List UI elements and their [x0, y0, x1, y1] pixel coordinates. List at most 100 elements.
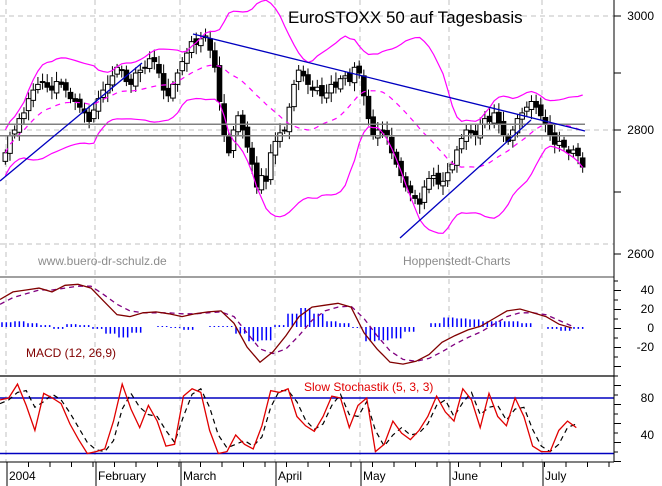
x-label-2004: 2004	[9, 469, 36, 483]
candle-up	[7, 135, 13, 154]
y-tick-stoch-80: 80	[640, 391, 654, 405]
macd-panel	[0, 283, 584, 365]
candle-up	[454, 149, 460, 166]
candle-down	[49, 85, 55, 91]
candle-up	[30, 89, 37, 101]
candle-down	[263, 175, 269, 182]
x-label-june: June	[452, 469, 479, 483]
candle-down	[156, 63, 162, 74]
candle-down	[333, 81, 339, 88]
candle-up	[524, 106, 530, 112]
downtrend-line	[192, 33, 586, 132]
price-panel	[0, 0, 586, 239]
candle-down	[249, 147, 255, 165]
candle-up	[458, 138, 465, 150]
candle-up	[39, 81, 46, 84]
candle-up	[430, 175, 437, 179]
candle-down	[77, 98, 83, 108]
candle-up	[16, 118, 23, 133]
candle-down	[239, 114, 246, 131]
candle-up	[179, 61, 186, 72]
candle-up	[21, 112, 27, 120]
candle-up	[35, 83, 41, 91]
y-tick-macd-0: 0	[647, 321, 654, 335]
candle-down	[398, 160, 404, 177]
watermark-website: www.buero-dr-schulz.de	[38, 254, 167, 268]
candle-up	[286, 106, 293, 133]
candle-up	[570, 149, 577, 154]
candle-down	[486, 115, 493, 122]
x-label-april: April	[278, 469, 303, 483]
candle-up	[328, 83, 335, 94]
candle-down	[384, 130, 390, 137]
candle-up	[375, 129, 381, 139]
y-tick-3000: 3000	[627, 9, 654, 23]
candle-down	[565, 149, 572, 154]
candle-up	[174, 72, 181, 85]
macd-line	[0, 283, 573, 365]
macd-signal-line	[0, 285, 573, 362]
candle-down	[300, 70, 307, 77]
candle-up	[109, 75, 116, 86]
candle-down	[58, 81, 65, 85]
candle-down	[533, 101, 539, 108]
y-tick-stoch-40: 40	[640, 428, 654, 442]
candle-down	[207, 38, 213, 51]
candle-up	[426, 177, 432, 190]
candle-up	[342, 75, 349, 79]
candle-up	[53, 81, 60, 94]
x-label-july: July	[545, 469, 567, 483]
candle-down	[67, 91, 74, 100]
chart-title: EuroSTOXX 50 auf Tagesbasis	[288, 8, 523, 27]
candle-down	[86, 111, 92, 122]
x-label-march: March	[183, 469, 217, 483]
candle-up	[291, 83, 297, 108]
candle-down	[244, 126, 251, 148]
candle-down	[561, 139, 567, 148]
candle-down	[212, 50, 218, 68]
candle-down	[309, 86, 316, 91]
candle-up	[491, 112, 498, 124]
stochastic-label: Slow Stochastik (5, 3, 3)	[304, 380, 434, 394]
candle-down	[356, 65, 362, 74]
candle-up	[281, 129, 288, 132]
bollinger-lower	[4, 97, 584, 234]
candle-down	[551, 132, 558, 145]
candle-up	[104, 83, 111, 94]
uptrend-line-may	[399, 119, 532, 239]
candle-down	[547, 123, 553, 137]
candle-up	[170, 83, 176, 99]
candle-down	[216, 65, 223, 102]
candle-down	[575, 147, 581, 157]
y-tick-macd-40: 40	[640, 283, 654, 297]
candle-down	[72, 98, 78, 103]
candle-up	[11, 129, 18, 135]
uptrend-line-jan	[0, 62, 143, 182]
candle-up	[25, 98, 32, 112]
candle-up	[142, 66, 148, 69]
candle-up	[198, 38, 204, 47]
candle-up	[323, 92, 330, 99]
bollinger-upper	[4, 0, 583, 131]
candle-up	[482, 118, 488, 125]
candle-up	[449, 163, 456, 171]
axes	[0, 0, 621, 486]
candle-down	[151, 57, 158, 63]
candle-up	[90, 109, 97, 120]
candle-down	[537, 104, 544, 117]
y-tick-2600: 2600	[627, 247, 654, 261]
candle-up	[444, 172, 451, 182]
x-label-may: May	[363, 469, 386, 483]
watermark-source: Hoppenstedt-Charts	[403, 254, 511, 268]
candle-down	[44, 82, 51, 88]
candle-down	[412, 195, 418, 199]
candle-down	[319, 85, 325, 97]
candle-down	[370, 116, 376, 137]
y-tick-macd-20: 20	[640, 302, 654, 316]
candle-down	[128, 78, 134, 85]
candle-down	[165, 87, 172, 97]
y-tick-2800: 2800	[627, 123, 654, 137]
candle-down	[365, 95, 372, 120]
x-label-february: February	[98, 469, 147, 483]
